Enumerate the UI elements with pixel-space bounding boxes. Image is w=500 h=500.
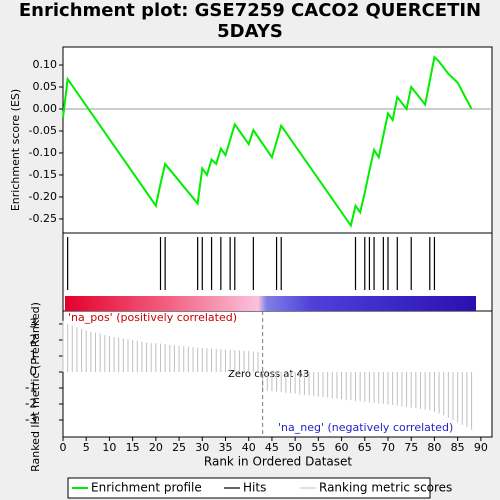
y-tick-label: -0.15: [29, 168, 57, 181]
x-tick-label: 0: [60, 441, 67, 454]
es-axis-label: Enrichment score (ES): [9, 89, 22, 211]
y-tick-label: -0.05: [29, 124, 57, 137]
chart-title: Enrichment plot: GSE7259 CACO2 QUERCETIN…: [18, 0, 482, 42]
x-tick-label: 85: [451, 441, 465, 454]
metric-axis-label: Ranked list metric (PreRanked): [29, 302, 42, 472]
x-tick-label: 35: [219, 441, 233, 454]
x-tick-label: 70: [381, 441, 395, 454]
y-tick-label: -0.25: [29, 212, 57, 225]
x-tick-label: 60: [335, 441, 349, 454]
x-tick-label: 15: [126, 441, 140, 454]
x-tick-label: 90: [474, 441, 488, 454]
y-tick-label: 0.00: [33, 102, 58, 115]
x-tick-label: 5: [83, 441, 90, 454]
legend: [67, 477, 431, 499]
y-tick-label: -0.10: [29, 146, 57, 159]
legend-label: Hits: [243, 481, 266, 495]
zero-cross-label: Zero cross at 43: [228, 369, 309, 380]
y-tick-label: 0.10: [33, 58, 58, 71]
x-tick-label: 55: [311, 441, 325, 454]
y-tick-label: -2: [25, 397, 37, 411]
x-tick-label: 20: [149, 441, 163, 454]
x-tick-label: 30: [195, 441, 209, 454]
es-curve: [62, 55, 473, 228]
y-tick-label: 1: [29, 348, 37, 362]
y-tick-label: -1: [25, 381, 37, 395]
x-axis-label: Rank in Ordered Dataset: [204, 455, 352, 469]
legend-label: Ranking metric scores: [319, 481, 452, 495]
y-tick-label: -0.20: [29, 190, 57, 203]
x-tick-label: 10: [102, 441, 116, 454]
neg-label: 'na_neg' (negatively correlated): [278, 421, 453, 434]
pos-label: 'na_pos' (positively correlated): [68, 311, 237, 324]
y-tick-label: 3: [29, 316, 37, 330]
x-tick-label: 75: [404, 441, 418, 454]
y-tick-label: -3: [25, 413, 37, 427]
x-tick-label: 65: [358, 441, 372, 454]
y-tick-label: 2: [29, 332, 37, 346]
x-tick-label: 25: [172, 441, 186, 454]
y-tick-label: 0.05: [33, 80, 58, 93]
x-tick-label: 80: [427, 441, 441, 454]
rank-color-bar: [65, 296, 476, 311]
x-tick-label: 45: [265, 441, 279, 454]
x-tick-label: 40: [242, 441, 256, 454]
y-tick-label: 0: [29, 364, 37, 378]
legend-label: Enrichment profile: [91, 481, 202, 495]
x-tick-label: 50: [288, 441, 302, 454]
